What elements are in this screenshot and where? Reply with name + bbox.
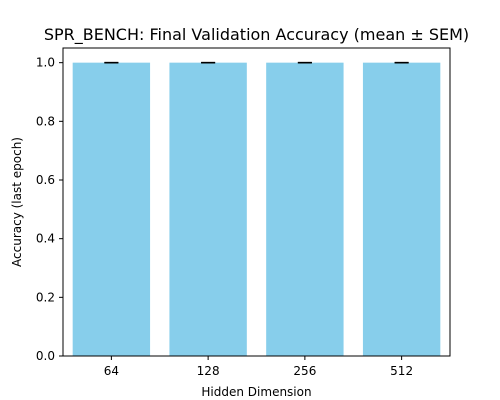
bars (72, 62, 441, 357)
x-axis-label: Hidden Dimension (201, 385, 311, 399)
bar-128 (169, 62, 247, 357)
y-tick-label: 0.4 (36, 232, 55, 246)
x-tick-label: 64 (104, 364, 119, 378)
y-tick-label: 0.6 (36, 173, 55, 187)
y-tick-label: 0.8 (36, 114, 55, 128)
x-axis: 64 128 256 512 (104, 356, 413, 378)
x-tick-label: 128 (197, 364, 220, 378)
plot-area: 0.0 0.2 0.4 0.6 0.8 1.0 64 128 256 512 (36, 47, 451, 378)
x-tick-label: 512 (390, 364, 413, 378)
axes-frame (62, 47, 451, 357)
bar-64 (72, 62, 151, 357)
x-tick-label: 256 (293, 364, 316, 378)
y-axis-label: Accuracy (last epoch) (10, 137, 24, 267)
y-tick-label: 0.2 (36, 290, 55, 304)
y-axis: 0.0 0.2 0.4 0.6 0.8 1.0 (36, 56, 63, 363)
y-tick-label: 0.0 (36, 349, 55, 363)
chart-title: SPR_BENCH: Final Validation Accuracy (me… (44, 25, 469, 45)
bar-512 (362, 62, 441, 357)
y-tick-label: 1.0 (36, 56, 55, 70)
bar-256 (266, 62, 344, 357)
